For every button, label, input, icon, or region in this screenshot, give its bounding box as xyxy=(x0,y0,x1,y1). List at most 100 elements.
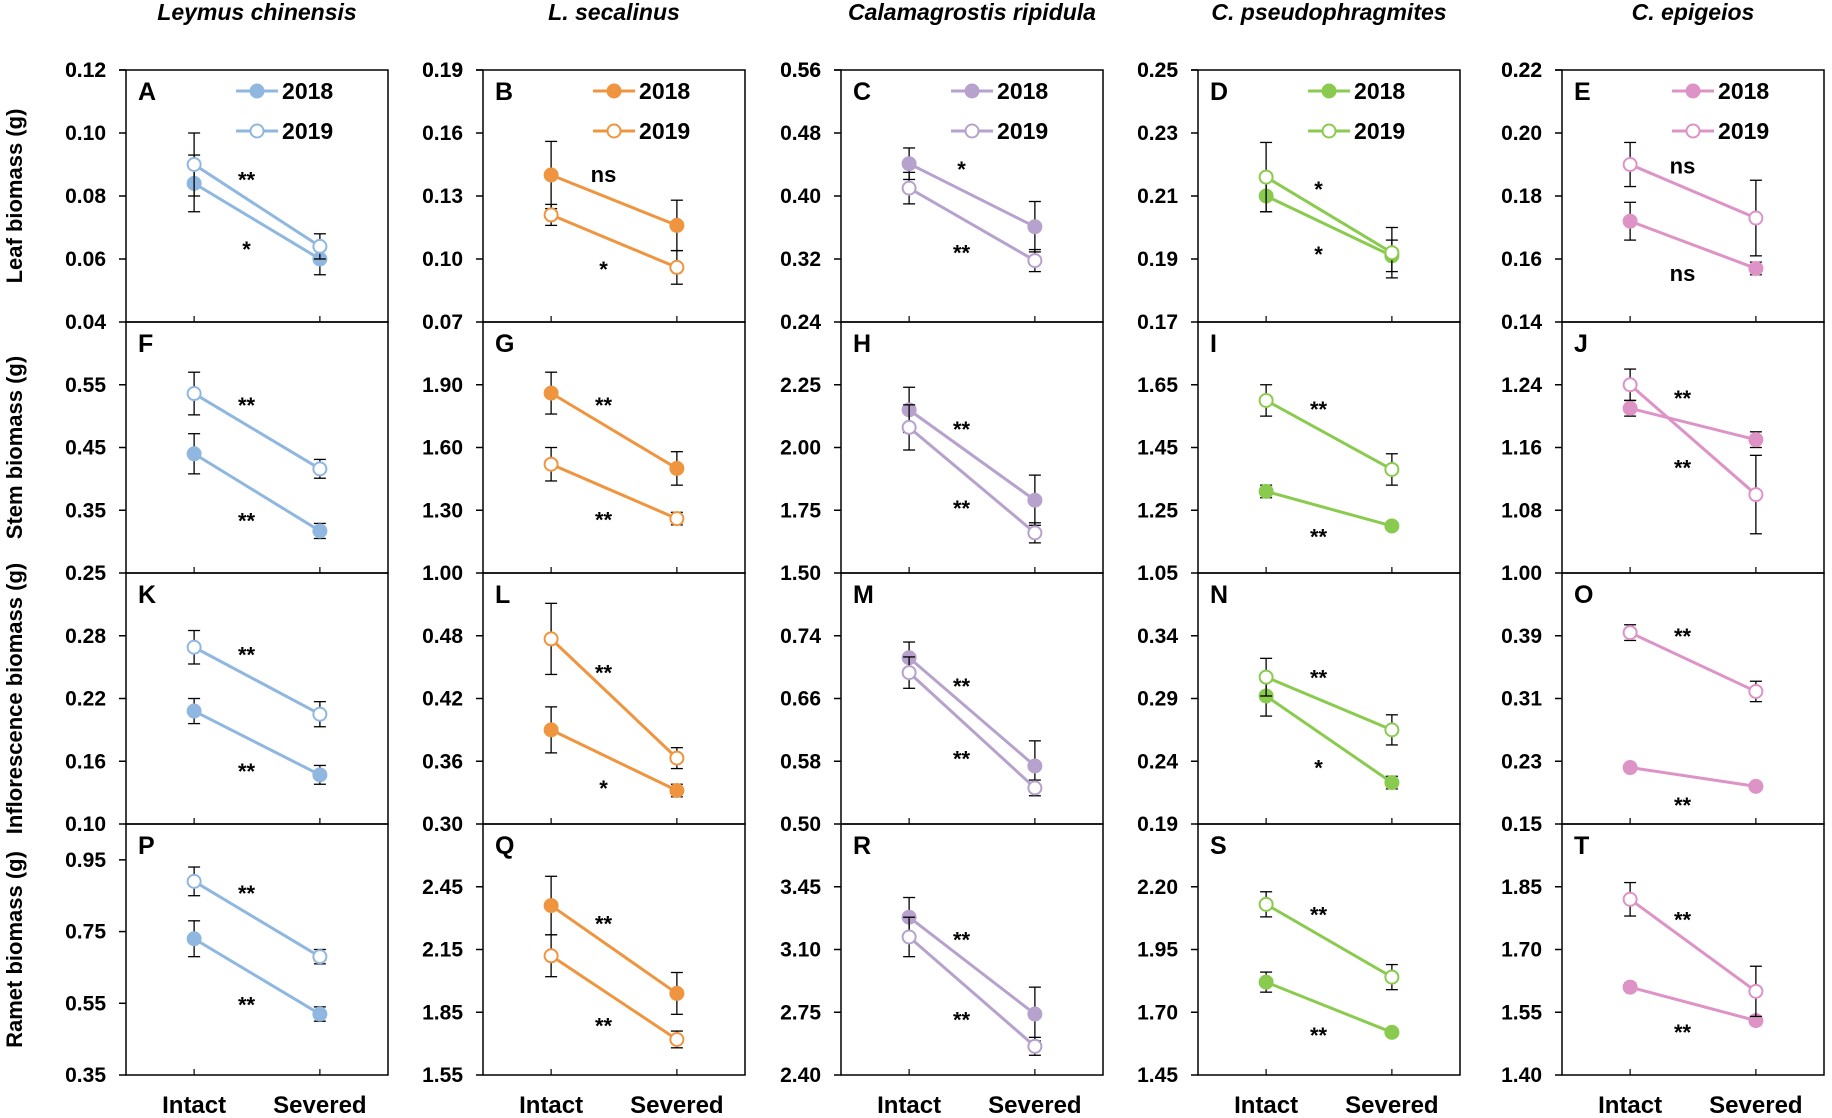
series-line xyxy=(550,173,678,227)
y-tick-label: 0.25 xyxy=(1137,59,1178,82)
significance-label: * xyxy=(599,776,608,801)
data-point xyxy=(1258,392,1274,408)
y-tick-label: 1.45 xyxy=(1137,1064,1178,1087)
y-tick-label: 0.24 xyxy=(780,311,821,334)
y-tick-label: 0.30 xyxy=(422,813,463,836)
data-point xyxy=(1027,253,1043,269)
data-point xyxy=(543,948,559,964)
series-2018 xyxy=(901,641,1043,792)
significance-label: ** xyxy=(953,240,971,265)
data-point xyxy=(312,767,328,783)
significance-label: ** xyxy=(1310,903,1328,928)
data-point xyxy=(1384,722,1400,738)
data-point xyxy=(669,259,685,275)
data-point xyxy=(186,386,202,402)
data-point xyxy=(1748,778,1764,794)
legend-marker xyxy=(1685,123,1701,139)
significance-label: ** xyxy=(1674,456,1692,481)
significance-label: * xyxy=(957,157,966,182)
panel-I: 1.05 1.25 1.45 1.65 ** ** I xyxy=(1137,321,1461,585)
significance-label: ** xyxy=(953,928,971,953)
y-tick-label: 1.70 xyxy=(1137,1001,1178,1024)
y-tick-label: 1.90 xyxy=(422,374,463,397)
legend-label: 2018 xyxy=(1718,78,1769,104)
y-tick-label: 2.15 xyxy=(422,939,463,962)
series-2019 xyxy=(186,629,328,728)
y-tick-label: 0.48 xyxy=(780,122,821,145)
y-tick-label: 0.48 xyxy=(422,625,463,648)
data-point xyxy=(186,703,202,719)
series-2019 xyxy=(186,132,328,260)
panel-label: C xyxy=(853,78,871,106)
panel-label: T xyxy=(1574,832,1589,860)
y-tick-label: 1.40 xyxy=(1501,1064,1542,1087)
panel-N: 0.190.240.290.34***N xyxy=(1137,572,1461,836)
y-tick-label: 2.00 xyxy=(780,437,821,460)
y-tick-label: 2.20 xyxy=(1137,876,1178,899)
series-line xyxy=(550,728,678,792)
series-2019 xyxy=(901,916,1043,1056)
data-point xyxy=(901,180,917,196)
series-2018 xyxy=(186,697,328,785)
series-line xyxy=(1265,399,1393,471)
panel-label: B xyxy=(495,78,513,106)
y-tick-label: 1.08 xyxy=(1501,499,1542,522)
data-point xyxy=(543,898,559,914)
data-point xyxy=(1622,157,1638,172)
data-point xyxy=(901,665,917,681)
species-title: Calamagrostis ripidula xyxy=(848,0,1096,25)
y-tick-label: 0.55 xyxy=(65,374,106,397)
legend-item-2018: 2018 xyxy=(1672,78,1769,104)
y-tick-label: 1.45 xyxy=(1137,437,1178,460)
significance-label: ** xyxy=(1674,1020,1692,1045)
series-line xyxy=(550,391,678,470)
x-tick-label: Severed xyxy=(273,1092,366,1118)
series-2019 xyxy=(543,602,685,770)
series-line xyxy=(1265,675,1393,732)
species-title: C. pseudophragmites xyxy=(1211,0,1446,25)
y-tick-label: 0.10 xyxy=(65,122,106,145)
y-tick-label: 0.25 xyxy=(1137,59,1178,82)
y-tick-label: 0.22 xyxy=(1501,59,1542,82)
series-2019 xyxy=(186,371,328,479)
y-tick-label: 0.34 xyxy=(1137,625,1178,648)
y-tick-label: 1.60 xyxy=(422,437,463,460)
x-tick-label: Severed xyxy=(1345,1092,1438,1118)
data-point xyxy=(1748,487,1764,503)
significance-label: ** xyxy=(1674,907,1692,932)
y-tick-label: 2.75 xyxy=(780,1001,821,1024)
y-tick-label: 0.74 xyxy=(780,625,821,648)
data-point xyxy=(1384,518,1400,534)
panel-frame xyxy=(1197,823,1461,1076)
data-point xyxy=(312,461,328,477)
series-line xyxy=(908,162,1036,229)
species-title: C. epigeios xyxy=(1632,0,1755,25)
x-tick-label: Severed xyxy=(630,1092,723,1118)
y-tick-label: 0.06 xyxy=(65,248,106,271)
y-tick-label: 0.04 xyxy=(65,311,106,334)
legend-item-2018: 2018 xyxy=(1308,78,1405,104)
species-title: L. secalinus xyxy=(548,0,680,25)
y-tick-label: 0.35 xyxy=(65,499,106,522)
series-line xyxy=(193,163,321,248)
series-line xyxy=(1629,631,1757,693)
y-tick-label: 1.16 xyxy=(1501,437,1542,460)
series-2018 xyxy=(543,706,685,799)
series-2018 xyxy=(1622,979,1764,1029)
legend-item-2019: 2019 xyxy=(951,118,1048,144)
y-tick-label: 0.16 xyxy=(65,750,106,773)
panel-frame xyxy=(1561,572,1825,825)
y-tick-label: 0.16 xyxy=(422,122,463,145)
significance-label: ** xyxy=(1310,397,1328,422)
significance-label: ns xyxy=(1670,153,1696,178)
data-point xyxy=(901,156,917,172)
panel-frame xyxy=(840,823,1104,1076)
legend-item-2019: 2019 xyxy=(236,118,333,144)
y-tick-label: 1.00 xyxy=(422,562,463,585)
y-tick-label: 1.05 xyxy=(1137,562,1178,585)
y-tick-label: 1.25 xyxy=(1137,499,1178,522)
y-tick-label: 0.23 xyxy=(1501,750,1542,773)
data-point xyxy=(543,456,559,472)
